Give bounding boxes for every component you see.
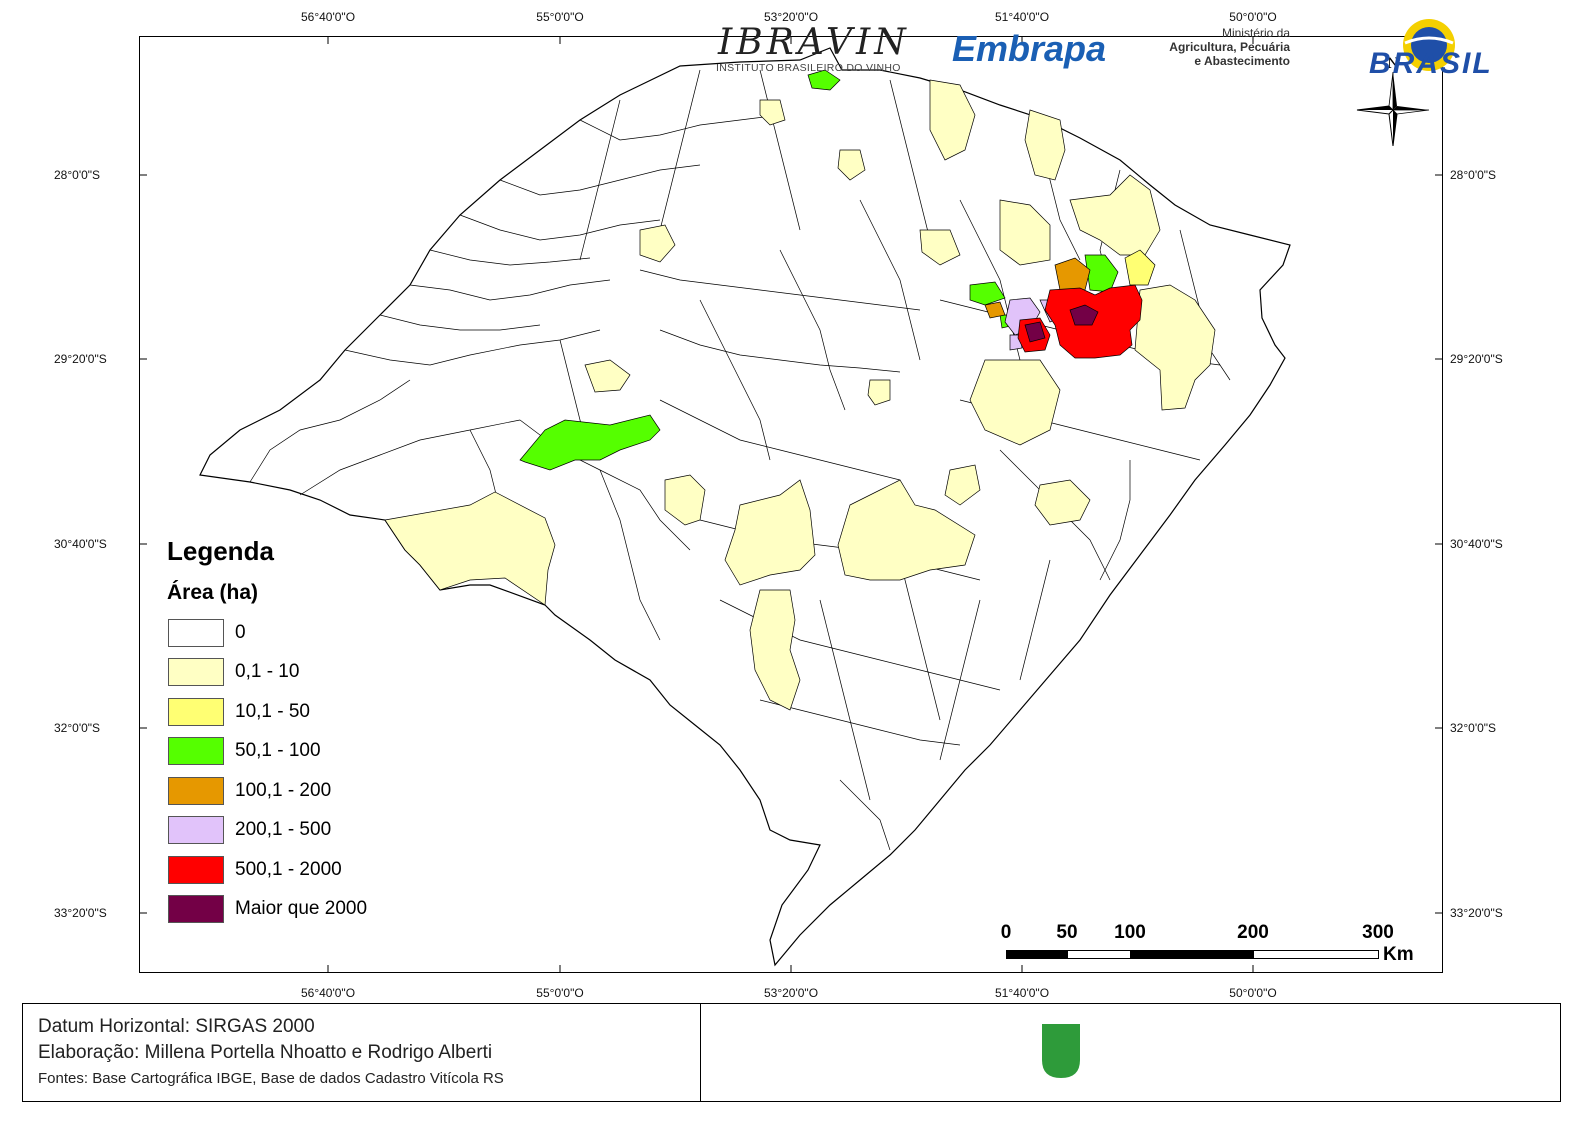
ibravin-logo: IBRAVIN <box>718 22 910 63</box>
legend-label: Maior que 2000 <box>235 898 368 920</box>
legend-label: 50,1 - 100 <box>235 740 321 762</box>
scale-unit: Km <box>1383 944 1414 965</box>
scale-label: 200 <box>1237 922 1269 943</box>
latitude-label: 33°20'0"S <box>1450 906 1503 920</box>
legend-swatch <box>168 776 224 805</box>
longitude-label: 53°20'0"O <box>763 10 819 24</box>
legend-label: 200,1 - 500 <box>235 819 332 841</box>
longitude-label: 55°0'0"O <box>536 10 584 24</box>
fontes-text: Fontes: Base Cartográfica IBGE, Base de … <box>38 1070 504 1087</box>
scale-label: 0 <box>1000 922 1012 943</box>
scale-segment <box>1130 950 1254 959</box>
municipality-boundaries <box>249 69 1231 851</box>
ibravin-logo-subtitle: INSTITUTO BRASILEIRO DO VINHO <box>716 62 901 74</box>
legend-item: 0 <box>162 613 402 653</box>
scale-segment <box>1253 950 1379 959</box>
credits-panel: Datum Horizontal: SIRGAS 2000 Elaboração… <box>23 1004 701 1101</box>
legend-swatch <box>168 816 224 845</box>
legend-swatch <box>168 658 224 687</box>
legend-subtitle: Área (ha) <box>167 581 259 604</box>
latitude-label: 28°0'0"S <box>1450 168 1497 182</box>
longitude-label: 51°40'0"O <box>994 10 1050 24</box>
legend-item: 100,1 - 200 <box>162 771 402 811</box>
longitude-label: 55°0'0"O <box>536 986 584 1000</box>
north-label: N <box>1387 56 1400 72</box>
latitude-label: 30°40'0"S <box>1450 537 1503 551</box>
legend-swatch <box>168 697 224 726</box>
legend-title: Legenda <box>167 536 274 566</box>
legend-item: 200,1 - 500 <box>162 811 402 851</box>
legend-item: 10,1 - 50 <box>162 692 402 732</box>
latitude-label: 33°20'0"S <box>54 906 107 920</box>
latitude-label: 32°0'0"S <box>54 721 101 735</box>
scale-label: 100 <box>1114 922 1146 943</box>
legend-label: 500,1 - 2000 <box>235 858 342 880</box>
ministerio-logo: Ministério da Agricultura, Pecuária e Ab… <box>1150 26 1290 68</box>
longitude-label: 50°0'0"O <box>1229 986 1277 1000</box>
longitude-label: 56°40'0"O <box>300 986 356 1000</box>
ministerio-line: Ministério da <box>1221 26 1290 40</box>
map-footer: Datum Horizontal: SIRGAS 2000 Elaboração… <box>22 1003 1561 1102</box>
scale-bar: 0 50 100 200 300 Km <box>1000 918 1420 968</box>
legend-label: 10,1 - 50 <box>235 700 310 722</box>
elaboracao-text: Elaboração: Millena Portella Nhoatto e R… <box>38 1042 493 1063</box>
legend-swatch <box>168 737 224 766</box>
legend-item: 50,1 - 100 <box>162 732 402 772</box>
latitude-label: 28°0'0"S <box>54 168 101 182</box>
legend-item: Maior que 2000 <box>162 890 402 930</box>
ministerio-line: e Abastecimento <box>1194 54 1290 68</box>
graticule-ticks <box>139 36 1443 973</box>
longitude-label: 50°0'0"O <box>1229 10 1277 24</box>
latitude-label: 30°40'0"S <box>54 537 107 551</box>
legend-swatch <box>168 855 224 884</box>
latitude-label: 29°20'0"S <box>54 352 107 366</box>
legend-label: 100,1 - 200 <box>235 779 332 801</box>
embrapa-logo: Embrapa <box>952 28 1107 69</box>
ministerio-line: Agricultura, Pecuária <box>1169 40 1290 54</box>
scale-segment <box>1006 950 1068 959</box>
longitude-label: 51°40'0"O <box>994 986 1050 1000</box>
map-legend: Legenda Área (ha) 0 0,1 - 10 10,1 - 50 5… <box>162 536 402 929</box>
legend-label: 0,1 - 10 <box>235 661 300 683</box>
scale-label: 300 <box>1362 922 1394 943</box>
brasil-logo-text: BRASIL <box>1369 47 1493 80</box>
legend-item: 0,1 - 10 <box>162 653 402 693</box>
latitude-label: 29°20'0"S <box>1450 352 1503 366</box>
compass-rose-icon: N <box>1355 56 1431 148</box>
legend-label: 0 <box>235 621 246 643</box>
choropleth-regions <box>384 69 1216 711</box>
embrapa-logo-shape <box>1042 1024 1080 1078</box>
scale-label: 50 <box>1056 922 1078 943</box>
latitude-label: 32°0'0"S <box>1450 721 1497 735</box>
legend-item: 500,1 - 2000 <box>162 850 402 890</box>
legend-swatch <box>168 895 224 924</box>
brasil-government-logo: BRASIL <box>1349 15 1509 85</box>
datum-text: Datum Horizontal: SIRGAS 2000 <box>38 1016 315 1037</box>
legend-swatch <box>168 618 224 647</box>
longitude-label: 53°20'0"O <box>763 986 819 1000</box>
longitude-label: 56°40'0"O <box>300 10 356 24</box>
scale-segment <box>1067 950 1131 959</box>
